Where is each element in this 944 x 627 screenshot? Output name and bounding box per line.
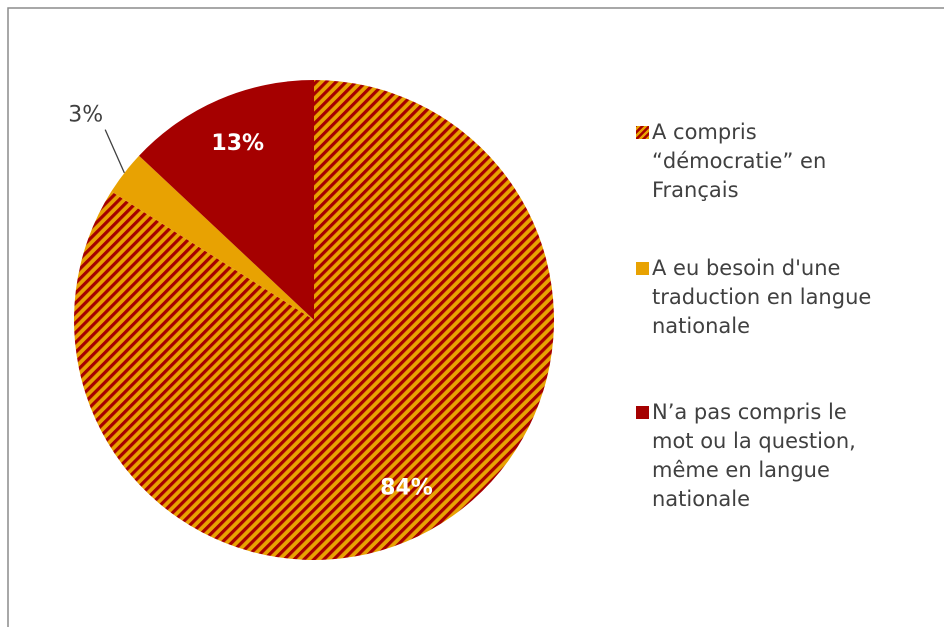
- frame: [7, 7, 944, 627]
- legend-swatch: [636, 406, 649, 419]
- data-label: 84%: [380, 475, 433, 500]
- legend-item: A compris “démocratie” en Français: [636, 118, 944, 205]
- leader-line: [104, 129, 125, 174]
- legend-swatch: [636, 262, 649, 275]
- legend-label: A compris “démocratie” en Français: [652, 120, 827, 202]
- legend-label: A eu besoin d'une traduction en langue n…: [652, 256, 872, 338]
- data-label: 13%: [211, 131, 264, 156]
- pie-slice: [139, 80, 314, 320]
- pie-slice: [111, 155, 314, 320]
- legend-item: A eu besoin d'une traduction en langue n…: [636, 254, 944, 341]
- pie-slice: [74, 80, 555, 560]
- data-label: 3%: [68, 103, 103, 128]
- legend-item: N’a pas compris le mot ou la question, m…: [636, 398, 944, 514]
- legend-swatch: [636, 126, 649, 139]
- legend-label: N’a pas compris le mot ou la question, m…: [652, 400, 856, 511]
